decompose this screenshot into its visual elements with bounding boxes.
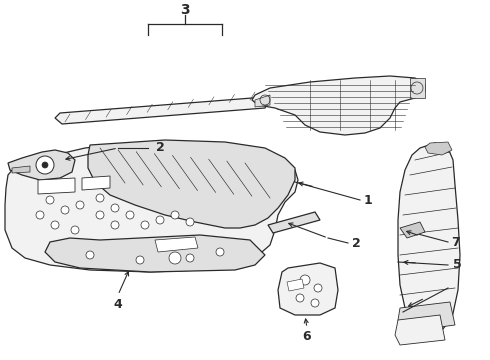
Polygon shape bbox=[55, 97, 268, 124]
Circle shape bbox=[136, 256, 144, 264]
Circle shape bbox=[186, 218, 194, 226]
Polygon shape bbox=[268, 212, 320, 233]
Polygon shape bbox=[398, 143, 460, 332]
Circle shape bbox=[300, 275, 310, 285]
Text: 6: 6 bbox=[303, 329, 311, 342]
Circle shape bbox=[311, 299, 319, 307]
Polygon shape bbox=[255, 95, 270, 107]
Circle shape bbox=[42, 162, 48, 168]
Polygon shape bbox=[8, 150, 75, 180]
Circle shape bbox=[216, 248, 224, 256]
Polygon shape bbox=[252, 76, 425, 135]
Circle shape bbox=[86, 251, 94, 259]
Circle shape bbox=[96, 194, 104, 202]
Circle shape bbox=[111, 204, 119, 212]
Circle shape bbox=[76, 201, 84, 209]
Circle shape bbox=[96, 211, 104, 219]
Circle shape bbox=[296, 294, 304, 302]
Circle shape bbox=[171, 211, 179, 219]
Circle shape bbox=[36, 156, 54, 174]
Polygon shape bbox=[278, 263, 338, 315]
Polygon shape bbox=[410, 78, 425, 98]
Polygon shape bbox=[12, 166, 30, 173]
Circle shape bbox=[51, 221, 59, 229]
Circle shape bbox=[141, 221, 149, 229]
Text: 4: 4 bbox=[114, 298, 122, 311]
Circle shape bbox=[61, 206, 69, 214]
Circle shape bbox=[314, 284, 322, 292]
Circle shape bbox=[186, 254, 194, 262]
Polygon shape bbox=[287, 279, 304, 291]
Text: 2: 2 bbox=[352, 237, 360, 249]
Polygon shape bbox=[82, 176, 110, 190]
Text: 3: 3 bbox=[180, 3, 190, 17]
Circle shape bbox=[36, 211, 44, 219]
Polygon shape bbox=[425, 142, 452, 155]
Text: 7: 7 bbox=[451, 235, 460, 248]
Text: 5: 5 bbox=[453, 258, 462, 271]
Circle shape bbox=[169, 252, 181, 264]
Polygon shape bbox=[88, 140, 295, 228]
Circle shape bbox=[71, 226, 79, 234]
Polygon shape bbox=[155, 237, 198, 252]
Circle shape bbox=[126, 211, 134, 219]
Polygon shape bbox=[400, 222, 425, 238]
Polygon shape bbox=[395, 315, 445, 345]
Circle shape bbox=[46, 196, 54, 204]
Circle shape bbox=[111, 221, 119, 229]
Polygon shape bbox=[38, 178, 75, 194]
Text: 1: 1 bbox=[364, 194, 372, 207]
Circle shape bbox=[156, 216, 164, 224]
Polygon shape bbox=[398, 302, 455, 332]
Polygon shape bbox=[45, 235, 265, 272]
Text: 2: 2 bbox=[156, 140, 164, 153]
Polygon shape bbox=[5, 143, 298, 272]
